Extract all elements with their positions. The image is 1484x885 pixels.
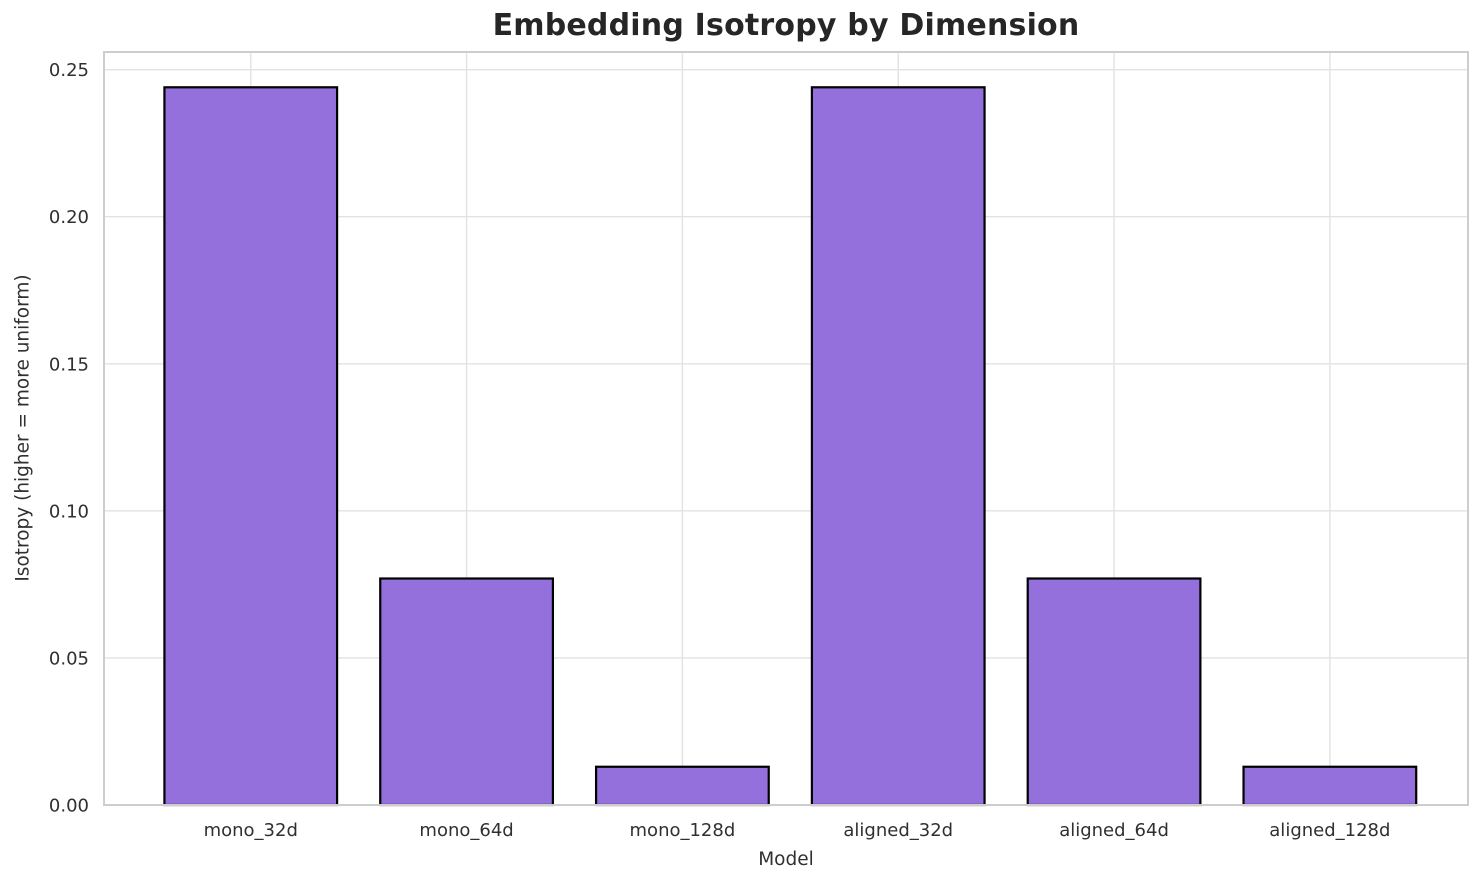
plot-frame xyxy=(103,51,1469,806)
bar-aligned_64d xyxy=(1026,577,1202,807)
x-axis-label: Model xyxy=(758,849,814,870)
xtick-label-mono_64d: mono_64d xyxy=(419,820,513,841)
ytick-label-0.15: 0.15 xyxy=(49,354,89,375)
ytick-label-0.25: 0.25 xyxy=(49,60,89,81)
bar-mono_32d xyxy=(163,86,339,807)
xtick-label-mono_32d: mono_32d xyxy=(204,820,298,841)
chart-title: Embedding Isotropy by Dimension xyxy=(492,8,1080,43)
ytick-label-0.20: 0.20 xyxy=(49,207,89,228)
bar-mono_128d xyxy=(594,765,770,807)
xtick-label-aligned_32d: aligned_32d xyxy=(843,820,953,841)
bar-aligned_128d xyxy=(1242,765,1418,807)
ytick-label-0.10: 0.10 xyxy=(49,501,89,522)
xtick-label-mono_128d: mono_128d xyxy=(630,820,736,841)
bar-aligned_32d xyxy=(810,86,986,807)
xtick-label-aligned_128d: aligned_128d xyxy=(1269,820,1390,841)
bar-mono_64d xyxy=(379,577,555,807)
ytick-label-0.00: 0.00 xyxy=(49,796,89,817)
xtick-label-aligned_64d: aligned_64d xyxy=(1059,820,1169,841)
ytick-label-0.05: 0.05 xyxy=(49,648,89,669)
